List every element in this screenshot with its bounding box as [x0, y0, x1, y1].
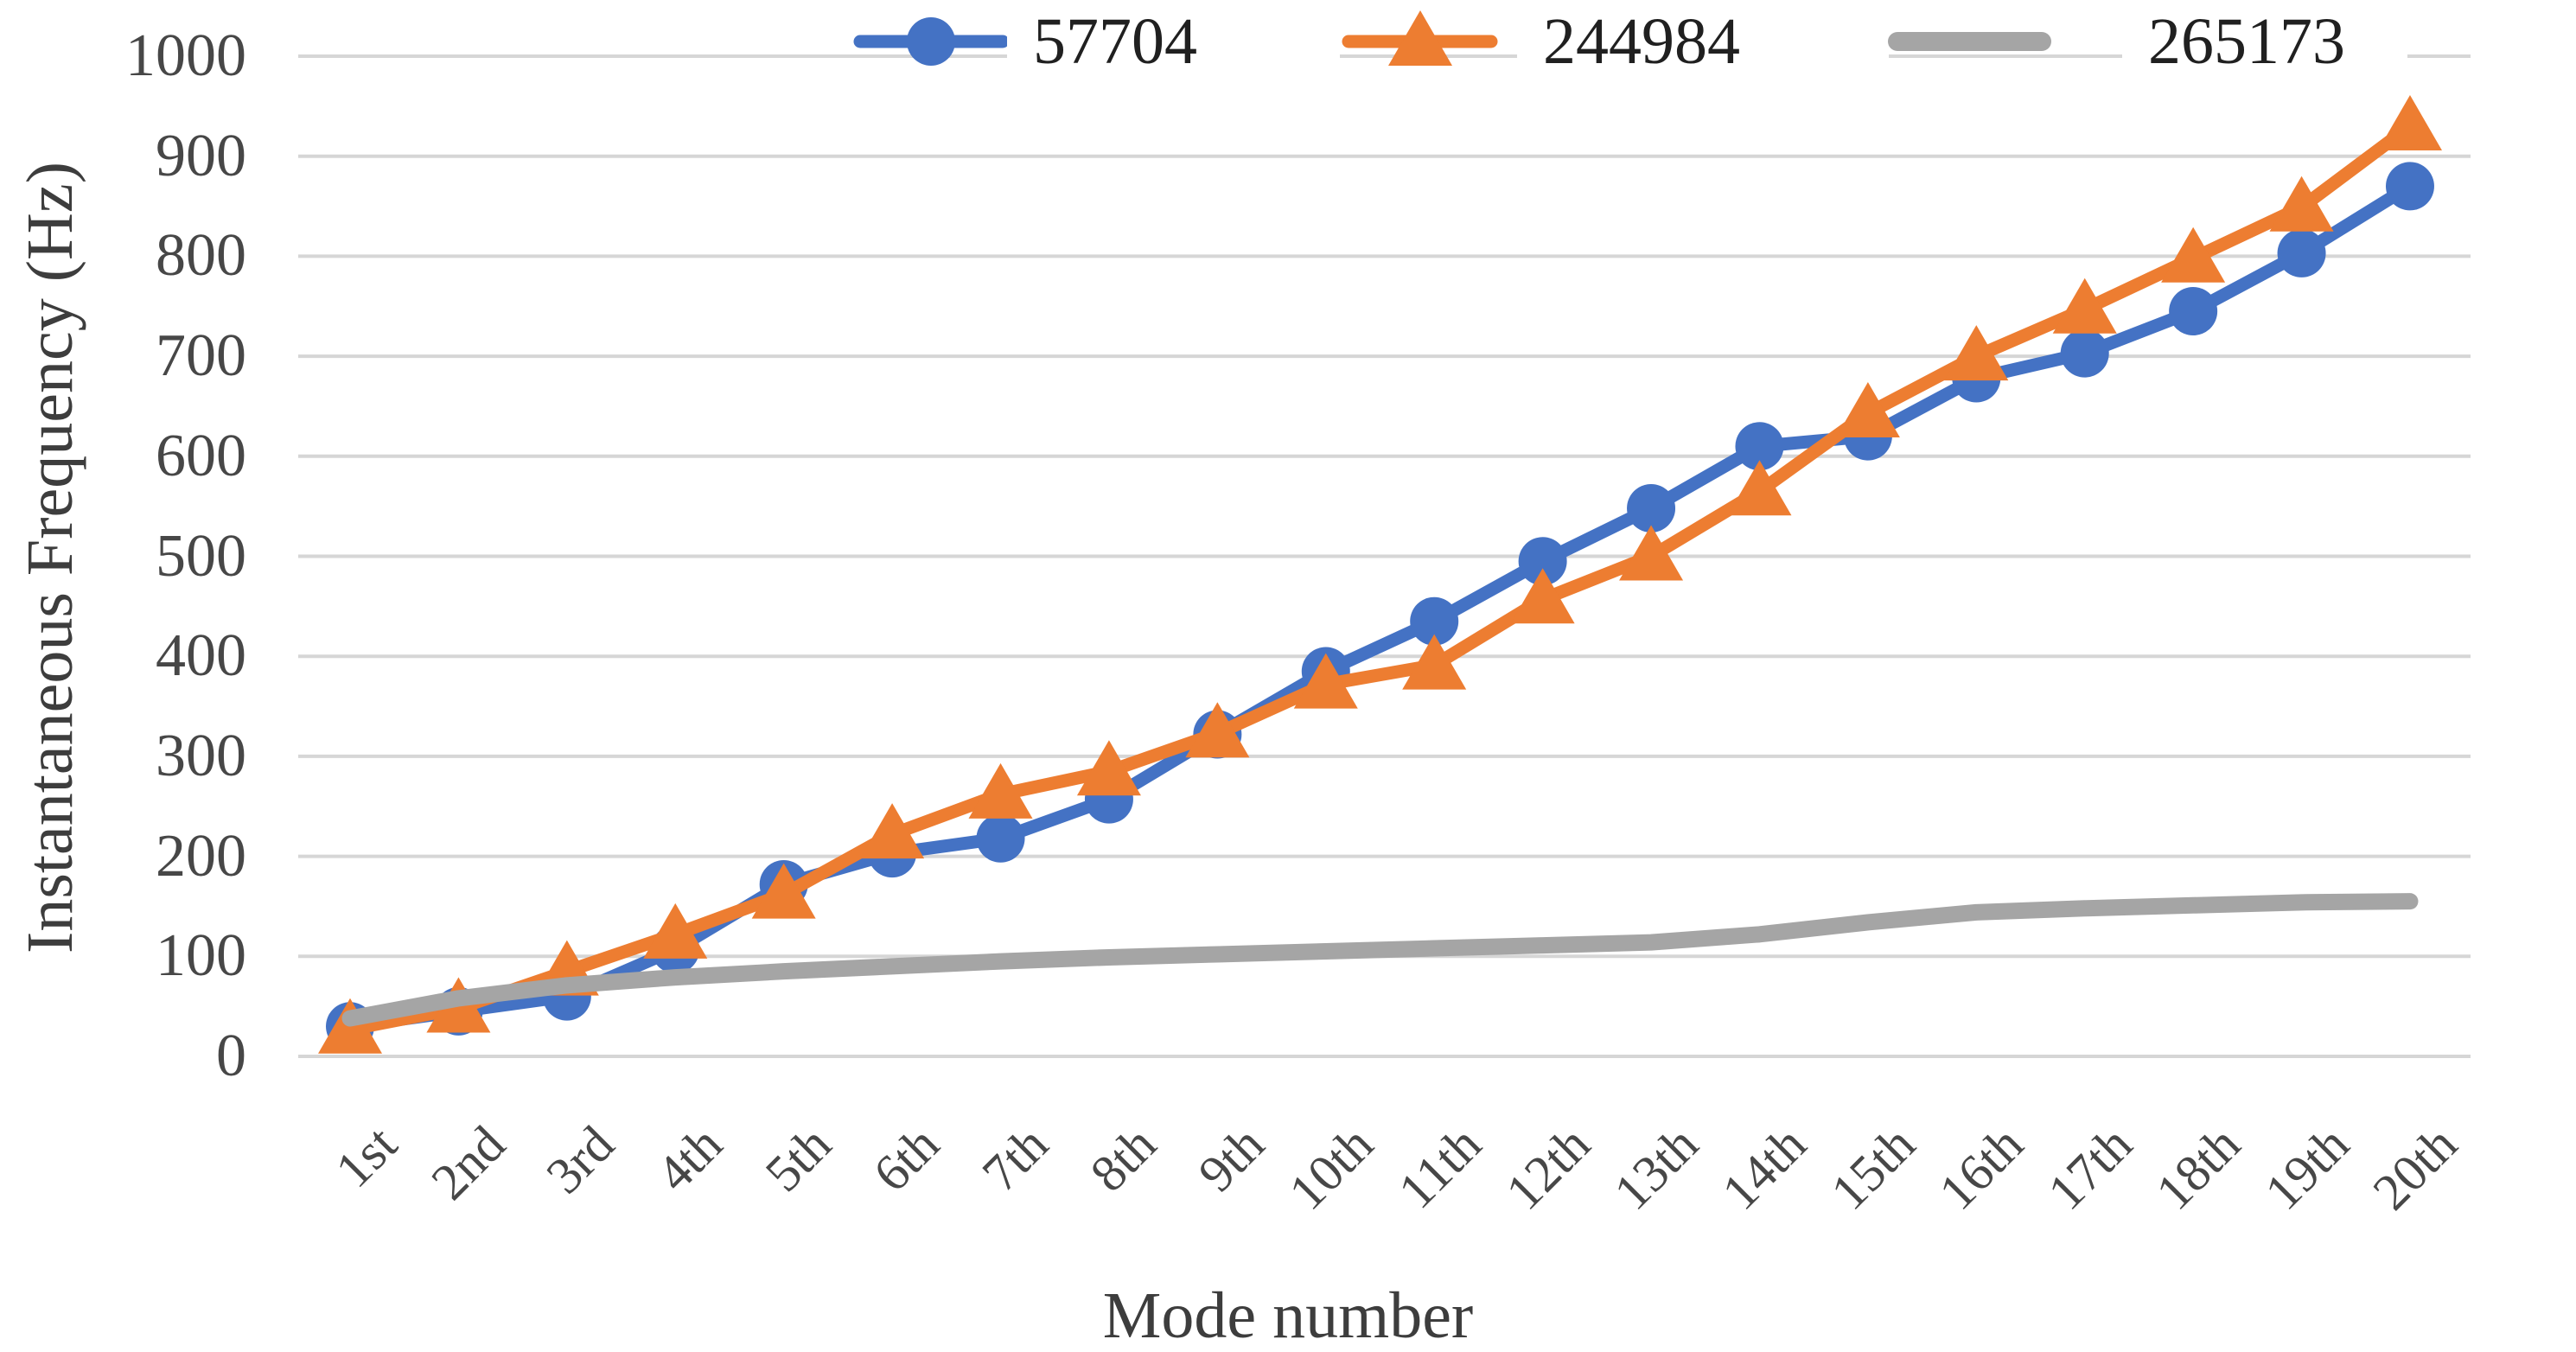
- data-point-marker-triangle: [1835, 382, 1900, 438]
- y-tick-label: 700: [156, 322, 246, 390]
- data-point-marker-circle: [2060, 328, 2109, 378]
- data-point-marker-triangle: [1402, 634, 1467, 690]
- data-point-marker-triangle: [751, 863, 816, 919]
- data-point-marker-triangle: [2161, 226, 2226, 283]
- data-point-marker-circle: [1518, 537, 1567, 586]
- y-tick-label: 900: [156, 122, 246, 189]
- series-lines: [318, 94, 2442, 1054]
- data-point-marker-circle: [2169, 287, 2218, 336]
- data-point-marker-triangle: [968, 762, 1033, 819]
- x-axis-title: Mode number: [1102, 1279, 1474, 1352]
- data-point-marker-triangle: [1185, 702, 1250, 758]
- data-point-marker-triangle: [1076, 740, 1141, 796]
- y-axis-title: Instantaneous Frequency (Hz): [14, 162, 86, 953]
- data-point-marker-triangle: [1944, 325, 2009, 381]
- data-point-marker-triangle: [2052, 277, 2117, 334]
- data-point-marker-triangle: [2269, 175, 2334, 232]
- data-point-marker-circle: [976, 813, 1025, 863]
- data-point-marker-triangle: [643, 902, 708, 959]
- y-tick-label: 0: [216, 1023, 246, 1089]
- data-point-marker-circle: [2385, 162, 2434, 211]
- series-line-244984: [343, 119, 2417, 1036]
- series-line-265173: [341, 893, 2419, 1027]
- data-point-marker-triangle: [1727, 460, 1792, 516]
- data-point-marker-triangle: [1619, 525, 1684, 581]
- data-point-marker-circle: [1410, 596, 1459, 646]
- legend-label: 244984: [1517, 2, 1889, 81]
- y-tick-label: 800: [156, 222, 246, 290]
- data-point-marker-triangle: [1510, 568, 1575, 624]
- data-point-marker-circle: [1735, 422, 1784, 471]
- y-tick-label: 200: [156, 822, 246, 890]
- y-tick-label: 300: [156, 722, 246, 789]
- legend-label: 57704: [1007, 2, 1340, 81]
- data-point-marker-circle: [1627, 483, 1676, 533]
- y-tick-label: 400: [156, 622, 246, 690]
- data-point-marker-triangle: [1293, 653, 1358, 709]
- y-tick-label: 600: [156, 422, 246, 489]
- data-point-marker-circle: [2277, 228, 2326, 277]
- legend-label: 265173: [2122, 2, 2407, 81]
- data-point-marker-triangle: [2377, 94, 2442, 150]
- y-tick-label: 1000: [125, 22, 246, 89]
- data-point-marker-triangle: [860, 803, 925, 859]
- y-tick-label: 100: [156, 922, 246, 990]
- y-tick-label: 500: [156, 522, 246, 590]
